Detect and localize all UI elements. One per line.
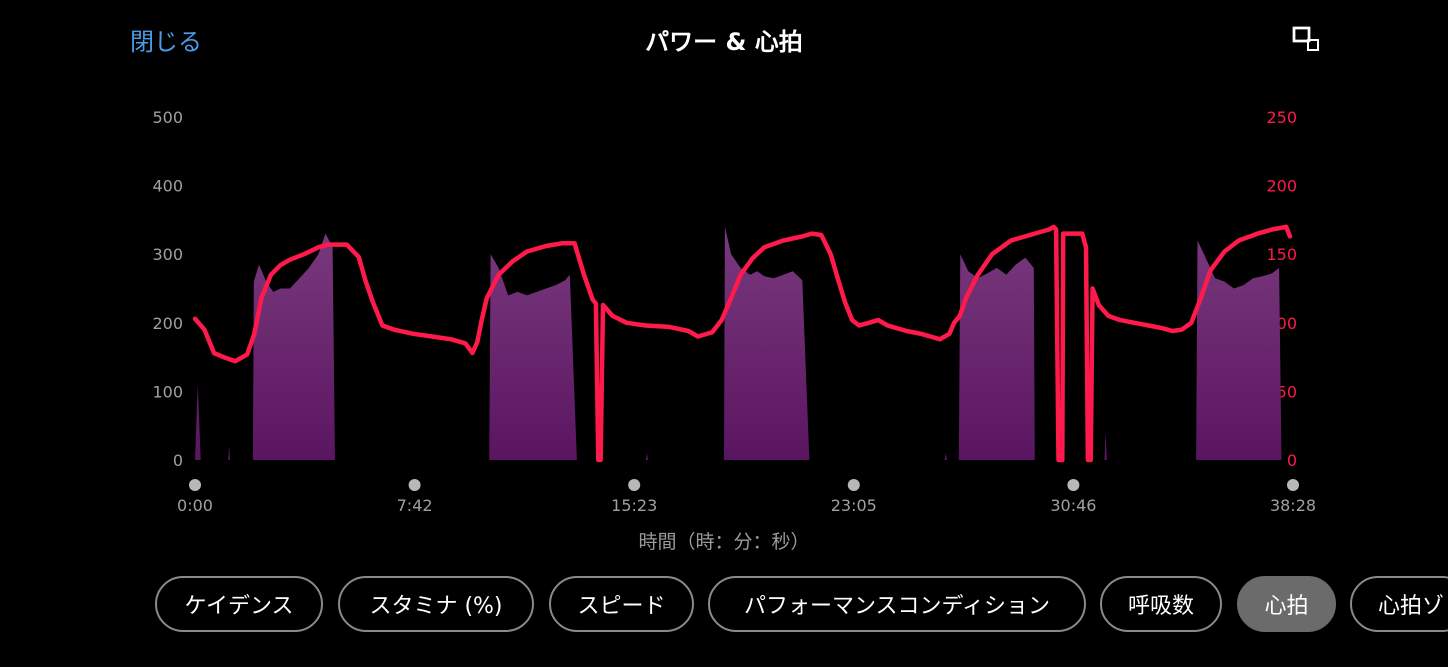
x-tick-dot bbox=[189, 479, 201, 491]
left-y-tick-label: 400 bbox=[152, 177, 183, 196]
x-tick-dot bbox=[847, 479, 860, 491]
metric-selector: ケイデンス スタミナ (%) スピード パフォーマンスコンディション 呼吸数 心拍 心拍ゾ bbox=[0, 576, 1448, 636]
header: 閉じる パワー & 心拍 bbox=[0, 0, 1448, 80]
x-axis-title: 時間（時：分：秒） bbox=[638, 531, 810, 553]
left-y-tick-label: 0 bbox=[173, 451, 183, 470]
x-tick-label: 15:23 bbox=[611, 496, 657, 515]
left-y-tick-label: 300 bbox=[152, 245, 183, 264]
left-y-tick-label: 100 bbox=[152, 382, 183, 401]
metric-pill[interactable]: ケイデンス bbox=[155, 576, 323, 632]
metric-pill[interactable]: スピード bbox=[549, 576, 694, 632]
x-tick-label: 23:05 bbox=[831, 496, 877, 515]
right-y-tick-label: 150 bbox=[1266, 245, 1297, 264]
right-y-tick-label: 250 bbox=[1266, 108, 1297, 127]
metric-pill[interactable]: 心拍 bbox=[1237, 576, 1336, 632]
x-tick-label: 0:00 bbox=[177, 496, 213, 515]
x-tick-dot bbox=[1287, 479, 1299, 491]
left-y-tick-label: 200 bbox=[152, 314, 183, 333]
x-tick-label: 38:28 bbox=[1270, 496, 1316, 515]
metric-pill[interactable]: 呼吸数 bbox=[1100, 576, 1222, 632]
right-y-tick-label: 200 bbox=[1266, 177, 1297, 196]
metric-pill[interactable]: パフォーマンスコンディション bbox=[708, 576, 1086, 632]
metric-pill[interactable]: スタミナ (%) bbox=[338, 576, 534, 632]
expand-icon[interactable] bbox=[1292, 26, 1320, 52]
x-tick-dot bbox=[408, 479, 421, 491]
close-button[interactable]: 閉じる bbox=[130, 28, 202, 56]
metric-pill[interactable]: 心拍ゾ bbox=[1350, 576, 1448, 632]
x-tick-dot bbox=[1067, 479, 1080, 491]
left-y-tick-label: 500 bbox=[152, 108, 183, 127]
heart-rate-line bbox=[192, 224, 1293, 463]
x-tick-label: 7:42 bbox=[397, 496, 433, 515]
x-tick-label: 30:46 bbox=[1050, 496, 1096, 515]
x-tick-dot bbox=[628, 479, 641, 491]
right-y-tick-label: 0 bbox=[1287, 451, 1297, 470]
page-title: パワー & 心拍 bbox=[645, 28, 803, 56]
power-area bbox=[195, 226, 1290, 460]
right-y-tick-label: 50 bbox=[1277, 382, 1297, 401]
